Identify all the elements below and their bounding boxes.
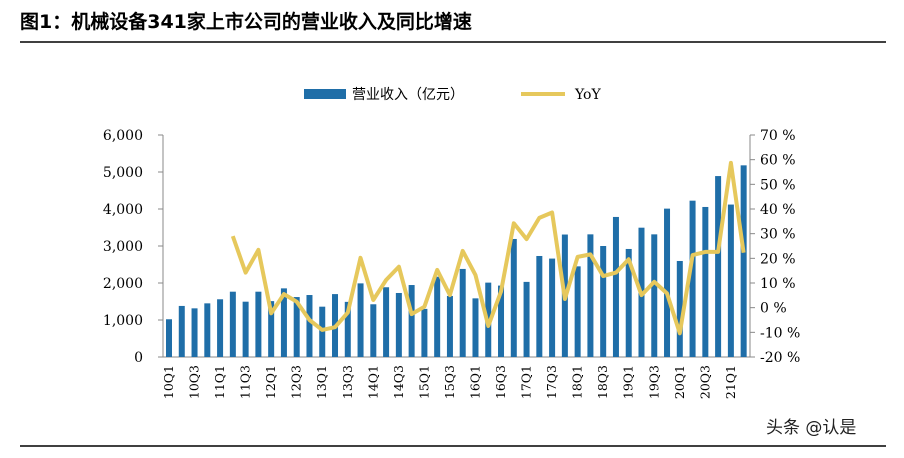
bar-13Q4 (358, 283, 364, 357)
x-tick-label: 16Q3 (493, 365, 508, 399)
bar-21Q2 (741, 165, 747, 357)
left-tick-label: 5,000 (103, 165, 143, 181)
x-tick-label: 19Q1 (621, 365, 636, 399)
right-tick-label: 40 % (760, 202, 796, 218)
x-tick-label: 17Q3 (544, 365, 559, 399)
x-tick-label: 13Q1 (314, 365, 329, 399)
right-tick-label: -20 % (760, 350, 800, 366)
bar-14Q1 (370, 304, 376, 357)
bar-19Q3 (651, 234, 657, 357)
left-tick-label: 2,000 (103, 276, 143, 292)
x-tick-label: 12Q3 (289, 365, 304, 399)
chart-title: 图1：机械设备341家上市公司的营业收入及同比增速 (20, 10, 472, 33)
right-tick-label: 50 % (760, 177, 796, 193)
x-tick-label: 11Q1 (212, 365, 227, 399)
bar-10Q4 (204, 303, 210, 357)
bar-19Q4 (664, 209, 670, 357)
left-tick-label: 4,000 (103, 202, 143, 218)
bar-14Q4 (409, 285, 415, 357)
bar-11Q4 (255, 292, 261, 357)
right-tick-label: 70 % (760, 128, 796, 144)
bar-18Q3 (600, 246, 606, 357)
x-tick-label: 15Q1 (416, 365, 431, 399)
right-tick-label: -10 % (760, 325, 800, 341)
right-tick-label: 10 % (760, 276, 796, 292)
x-tick-label: 19Q3 (646, 365, 661, 399)
right-tick-label: 60 % (760, 153, 796, 169)
bar-17Q3 (549, 259, 555, 357)
bar-15Q2 (434, 277, 440, 357)
x-tick-label: 12Q1 (263, 365, 278, 399)
x-tick-label: 18Q3 (595, 365, 610, 399)
bar-18Q4 (613, 217, 619, 357)
x-tick-label: 20Q3 (697, 365, 712, 399)
x-tick-label: 17Q1 (519, 365, 534, 399)
x-tick-label: 14Q3 (391, 365, 406, 399)
x-tick-label: 14Q1 (365, 365, 380, 399)
left-tick-label: 6,000 (103, 128, 143, 144)
bar-18Q1 (575, 266, 581, 357)
watermark: 头条 @认是 (766, 418, 856, 438)
x-tick-label: 16Q1 (467, 365, 482, 399)
bar-20Q3 (702, 207, 708, 357)
bar-11Q1 (217, 299, 223, 357)
bar-14Q3 (396, 293, 402, 357)
bar-21Q1 (728, 205, 734, 357)
legend: 营业收入（亿元） YoY (304, 87, 601, 103)
bar-10Q1 (166, 319, 172, 357)
bar-17Q2 (536, 256, 542, 357)
bar-15Q4 (460, 269, 466, 357)
x-tick-label: 20Q1 (672, 365, 687, 399)
bar-10Q3 (192, 308, 198, 357)
right-tick-label: 0 % (760, 301, 787, 317)
x-tick-label: 10Q1 (161, 365, 176, 399)
bar-14Q2 (383, 287, 389, 357)
left-tick-label: 3,000 (103, 239, 143, 255)
x-tick-label: 18Q1 (570, 365, 585, 399)
right-tick-label: 20 % (760, 251, 796, 267)
bar-16Q1 (472, 298, 478, 357)
right-tick-label: 30 % (760, 227, 796, 243)
bar-17Q1 (524, 282, 530, 357)
bar-16Q4 (511, 239, 517, 357)
x-tick-label: 21Q1 (723, 365, 738, 399)
bar-15Q1 (421, 309, 427, 357)
x-tick-label: 13Q3 (340, 365, 355, 399)
left-tick-label: 0 (134, 350, 143, 366)
left-tick-label: 1,000 (103, 313, 143, 329)
bar-11Q2 (230, 292, 236, 357)
bar-11Q3 (243, 302, 249, 357)
x-tick-label: 10Q3 (187, 365, 202, 399)
x-tick-label: 15Q3 (442, 365, 457, 399)
bar-10Q2 (179, 306, 185, 357)
legend-label-yoy: YoY (574, 87, 601, 103)
bar-12Q4 (306, 295, 312, 357)
legend-label-revenue: 营业收入（亿元） (352, 87, 464, 103)
x-tick-label: 11Q3 (238, 365, 253, 399)
legend-bar-swatch (304, 89, 346, 99)
bar-20Q4 (715, 176, 721, 357)
bar-15Q3 (447, 296, 453, 357)
